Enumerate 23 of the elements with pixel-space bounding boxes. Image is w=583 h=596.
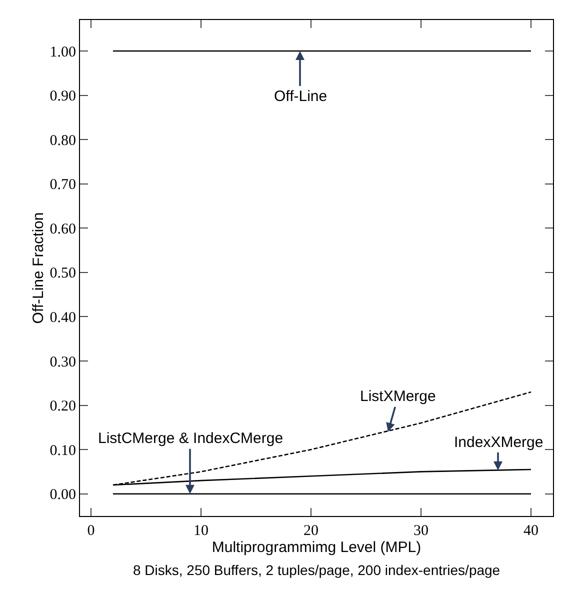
- annotation: IndexXMerge: [454, 434, 544, 451]
- y-tick-label: 0.00: [50, 487, 76, 504]
- x-axis-title: Multiprogrammimg Level (MPL): [212, 539, 422, 556]
- y-tick-label: 1.00: [50, 44, 76, 60]
- annotation: ListXMerge: [360, 388, 436, 405]
- y-tick-label: 0.10: [50, 442, 76, 459]
- y-tick-label: 0.70: [50, 177, 76, 194]
- y-axis-title: Off-Line Fraction: [30, 212, 47, 324]
- y-tick-label: 0.40: [50, 310, 76, 326]
- x-tick-label: 20: [304, 523, 318, 539]
- annotation: ListCMerge & IndexCMerge: [98, 430, 284, 447]
- x-tick-label: 40: [524, 523, 538, 539]
- text: 8 Disks, 250 Buffers, 2 tuples/page, 200 index-entries/page: [133, 562, 500, 578]
- y-tick-label: 0.60: [50, 221, 76, 238]
- y-tick-label: 0.30: [50, 354, 76, 370]
- y-tick-label: 0.20: [50, 398, 76, 415]
- y-tick-label: 0.80: [50, 132, 76, 149]
- x-tick-label: 30: [414, 523, 428, 539]
- x-tick-label: 0: [87, 523, 95, 539]
- x-tick-label: 10: [194, 523, 208, 539]
- annotation: Off-Line: [274, 88, 328, 105]
- y-tick-label: 0.50: [50, 266, 76, 282]
- y-tick-label: 0.90: [50, 88, 76, 105]
